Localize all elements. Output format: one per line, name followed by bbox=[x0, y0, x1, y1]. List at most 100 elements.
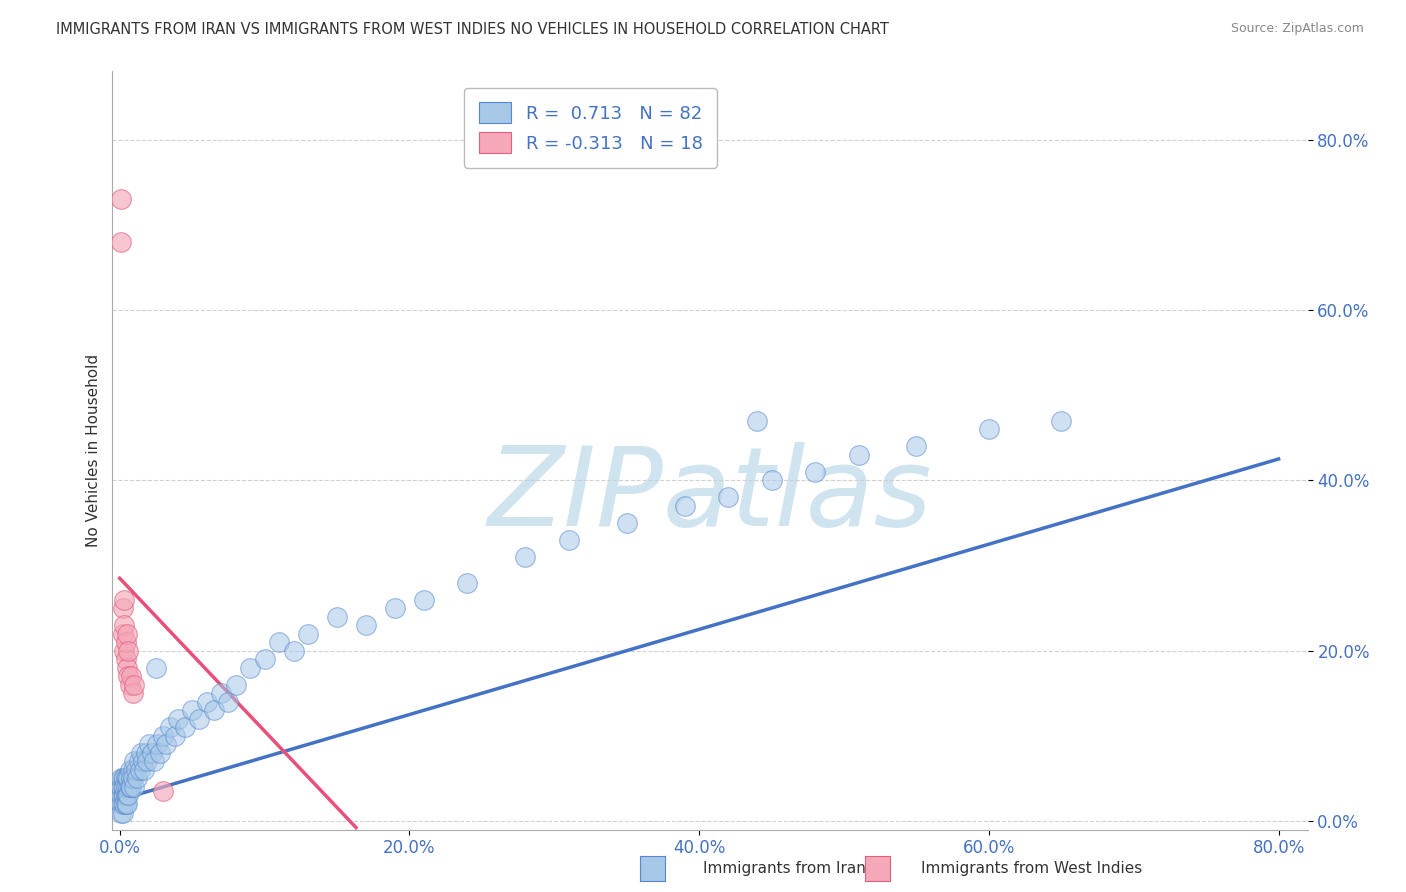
Point bbox=[110, 805, 132, 820]
Point bbox=[114, 652, 136, 666]
Point bbox=[745, 414, 768, 428]
Point bbox=[152, 729, 174, 743]
Point bbox=[121, 686, 143, 700]
Point bbox=[1050, 414, 1073, 428]
Point bbox=[117, 789, 139, 803]
Point bbox=[141, 746, 163, 760]
Point bbox=[267, 635, 290, 649]
Point bbox=[111, 805, 134, 820]
Point bbox=[131, 746, 153, 760]
Point bbox=[174, 720, 197, 734]
Point bbox=[122, 780, 145, 794]
Point bbox=[616, 516, 638, 530]
Point bbox=[558, 533, 581, 547]
Point bbox=[155, 737, 177, 751]
Point bbox=[129, 763, 152, 777]
Point bbox=[120, 780, 142, 794]
Point bbox=[121, 772, 143, 786]
Text: Immigrants from Iran: Immigrants from Iran bbox=[703, 862, 866, 876]
Point bbox=[122, 755, 145, 769]
Point bbox=[120, 772, 142, 786]
Point bbox=[121, 763, 143, 777]
Text: ZIPatlas: ZIPatlas bbox=[488, 442, 932, 549]
Point bbox=[326, 609, 349, 624]
Point bbox=[217, 695, 239, 709]
Point bbox=[111, 789, 134, 803]
Point bbox=[283, 643, 305, 657]
Point bbox=[111, 626, 134, 640]
Point bbox=[111, 772, 134, 786]
Point bbox=[110, 192, 132, 206]
Text: Source: ZipAtlas.com: Source: ZipAtlas.com bbox=[1230, 22, 1364, 36]
Point bbox=[413, 592, 436, 607]
Point bbox=[761, 473, 783, 487]
Point bbox=[115, 797, 138, 811]
Point bbox=[122, 678, 145, 692]
Point bbox=[159, 720, 181, 734]
Text: Immigrants from West Indies: Immigrants from West Indies bbox=[921, 862, 1142, 876]
Point bbox=[673, 499, 696, 513]
Legend: R =  0.713   N = 82, R = -0.313   N = 18: R = 0.713 N = 82, R = -0.313 N = 18 bbox=[464, 88, 717, 168]
Point bbox=[384, 601, 406, 615]
Point bbox=[110, 789, 132, 803]
Point bbox=[118, 763, 141, 777]
Point bbox=[239, 661, 262, 675]
Point bbox=[152, 784, 174, 798]
Point bbox=[166, 712, 188, 726]
Point bbox=[112, 772, 135, 786]
Text: IMMIGRANTS FROM IRAN VS IMMIGRANTS FROM WEST INDIES NO VEHICLES IN HOUSEHOLD COR: IMMIGRANTS FROM IRAN VS IMMIGRANTS FROM … bbox=[56, 22, 889, 37]
Point bbox=[110, 235, 132, 249]
Point bbox=[117, 772, 139, 786]
Point bbox=[114, 789, 136, 803]
Point bbox=[112, 643, 135, 657]
Point bbox=[143, 755, 166, 769]
Point bbox=[115, 789, 138, 803]
Point bbox=[195, 695, 218, 709]
Point bbox=[110, 780, 132, 794]
Point bbox=[134, 763, 156, 777]
Point bbox=[128, 755, 150, 769]
Point bbox=[124, 763, 146, 777]
Point bbox=[112, 797, 135, 811]
Point bbox=[225, 678, 247, 692]
Point bbox=[120, 669, 142, 683]
Point bbox=[717, 491, 740, 505]
Point bbox=[117, 669, 139, 683]
Point bbox=[848, 448, 870, 462]
Point bbox=[111, 601, 134, 615]
Point bbox=[112, 618, 135, 632]
Point bbox=[111, 780, 134, 794]
Point bbox=[118, 678, 141, 692]
Point bbox=[117, 780, 139, 794]
Point bbox=[202, 703, 225, 717]
Point bbox=[456, 575, 478, 590]
Point bbox=[136, 755, 159, 769]
Point bbox=[112, 780, 135, 794]
Point bbox=[115, 661, 138, 675]
Point bbox=[138, 737, 160, 751]
Point bbox=[111, 797, 134, 811]
Point bbox=[114, 797, 136, 811]
Point bbox=[515, 549, 537, 564]
Point bbox=[114, 772, 136, 786]
Point bbox=[977, 422, 1000, 436]
Point bbox=[209, 686, 232, 700]
Y-axis label: No Vehicles in Household: No Vehicles in Household bbox=[86, 354, 101, 547]
Point bbox=[114, 635, 136, 649]
Point bbox=[115, 626, 138, 640]
Point bbox=[181, 703, 204, 717]
Point bbox=[145, 661, 167, 675]
Point bbox=[804, 465, 827, 479]
Point bbox=[905, 439, 928, 453]
Point bbox=[117, 643, 139, 657]
Point bbox=[135, 746, 157, 760]
Point bbox=[163, 729, 186, 743]
Point bbox=[354, 618, 377, 632]
Point bbox=[110, 797, 132, 811]
Point bbox=[188, 712, 211, 726]
Point bbox=[149, 746, 172, 760]
Point bbox=[110, 772, 132, 786]
Point bbox=[146, 737, 169, 751]
Point bbox=[253, 652, 276, 666]
Point bbox=[297, 626, 319, 640]
